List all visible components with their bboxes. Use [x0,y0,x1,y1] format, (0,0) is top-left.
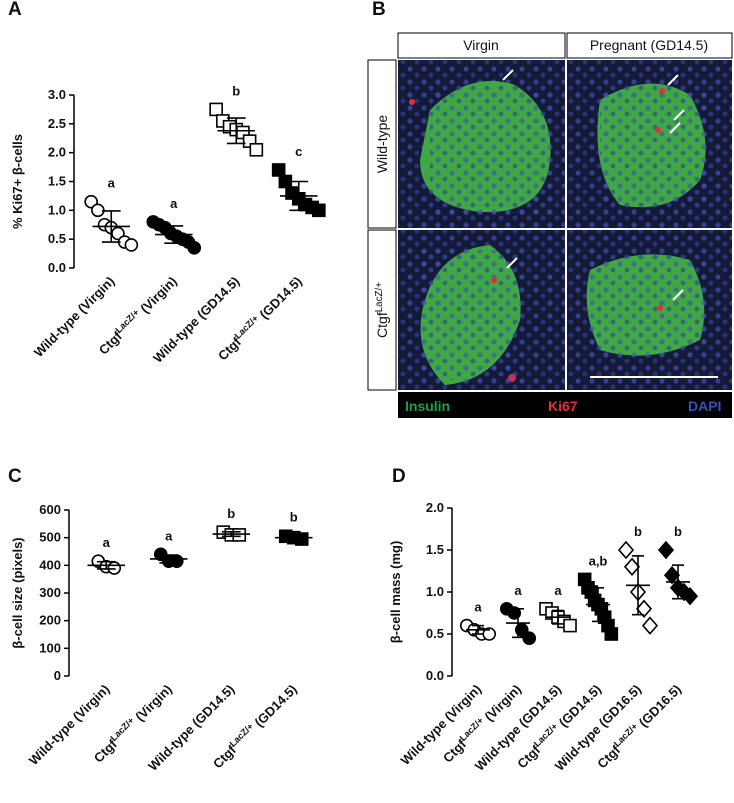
significance-letter: b [674,524,682,539]
data-point [681,586,699,606]
y-axis-label: β-cell size (pixels) [10,537,25,648]
significance-letter: b [634,524,642,539]
y-axis-label: % Ki67+ β-cells [10,134,25,229]
significance-letter: a [170,196,178,211]
text-part: (GD14.5) [249,682,300,733]
data-point [249,142,264,157]
text-part: (GD14.5) [254,274,305,325]
data-point [604,627,619,641]
significance-letter: a [165,528,173,543]
y-tick-label: 0 [54,668,61,683]
column-header: Pregnant (GD14.5) [590,37,708,53]
text-part: Ctgf [374,312,390,338]
data-point [522,631,537,646]
data-point [623,557,641,577]
y-tick-label: 2.0 [48,145,66,160]
data-point [124,238,139,252]
significance-letter: a [474,600,482,615]
panel-label: A [8,0,22,20]
column-header-box [566,32,733,59]
data-point [663,565,681,585]
row-header-box [367,59,397,229]
data-point [563,618,577,633]
significance-letter: a,b [589,553,608,568]
row-header: Wild-type [374,115,390,174]
y-tick-label: 100 [39,640,61,655]
y-tick-label: 1.0 [426,584,444,599]
significance-letter: a [514,583,522,598]
significance-letter: b [227,506,235,521]
y-tick-label: 400 [39,557,61,572]
y-tick-label: 1.5 [426,542,444,557]
stain-label: Ki67 [548,398,578,414]
text-part: (Virgin) [130,682,175,727]
y-tick-label: 200 [39,613,61,628]
y-tick-label: 2.5 [48,116,66,131]
stain-label: Insulin [405,398,450,414]
panel-label: B [372,0,386,20]
y-tick-label: 500 [39,530,61,545]
data-point [641,616,659,635]
data-point [657,540,675,560]
text-part: LacZ/+ [374,282,385,313]
stain-label: DAPI [688,398,721,414]
micrograph [398,60,732,390]
data-point [209,102,223,117]
significance-letter: a [103,535,111,550]
significance-letter: b [290,509,298,524]
data-point [232,528,247,542]
y-axis-label: β-cell mass (mg) [388,541,403,644]
column-header-box [397,32,566,59]
significance-letter: a [108,176,116,191]
y-tick-label: 600 [39,502,61,517]
data-point [312,203,326,218]
column-header: Virgin [463,37,499,53]
data-point [635,599,653,619]
data-point [271,163,286,177]
micrograph-panel: B Virgin Pregnant (GD14.5) Wild-type Ctg… [367,0,733,418]
y-tick-label: 0.5 [426,626,444,641]
stain-bar [398,392,732,418]
y-tick-label: 1.5 [48,174,66,189]
significance-letter: b [232,83,240,98]
text-part: (Virgin) [135,274,180,319]
y-tick-label: 0.0 [426,668,444,683]
row-header: CtgfLacZ/+ [374,282,391,338]
row-header-box [367,229,397,391]
data-point [169,554,184,568]
data-point [617,540,635,560]
y-tick-label: 2.0 [426,500,444,515]
panel-label: C [8,466,22,487]
y-tick-label: 1.0 [48,202,66,217]
y-tick-label: 3.0 [48,87,66,102]
data-point [107,561,122,575]
significance-letter: a [554,583,562,598]
significance-letter: c [295,144,302,159]
panel-label: D [392,466,406,487]
data-point [187,241,202,255]
y-tick-label: 0.0 [48,260,66,275]
y-tick-label: 0.5 [48,231,66,246]
y-tick-label: 300 [39,585,61,600]
